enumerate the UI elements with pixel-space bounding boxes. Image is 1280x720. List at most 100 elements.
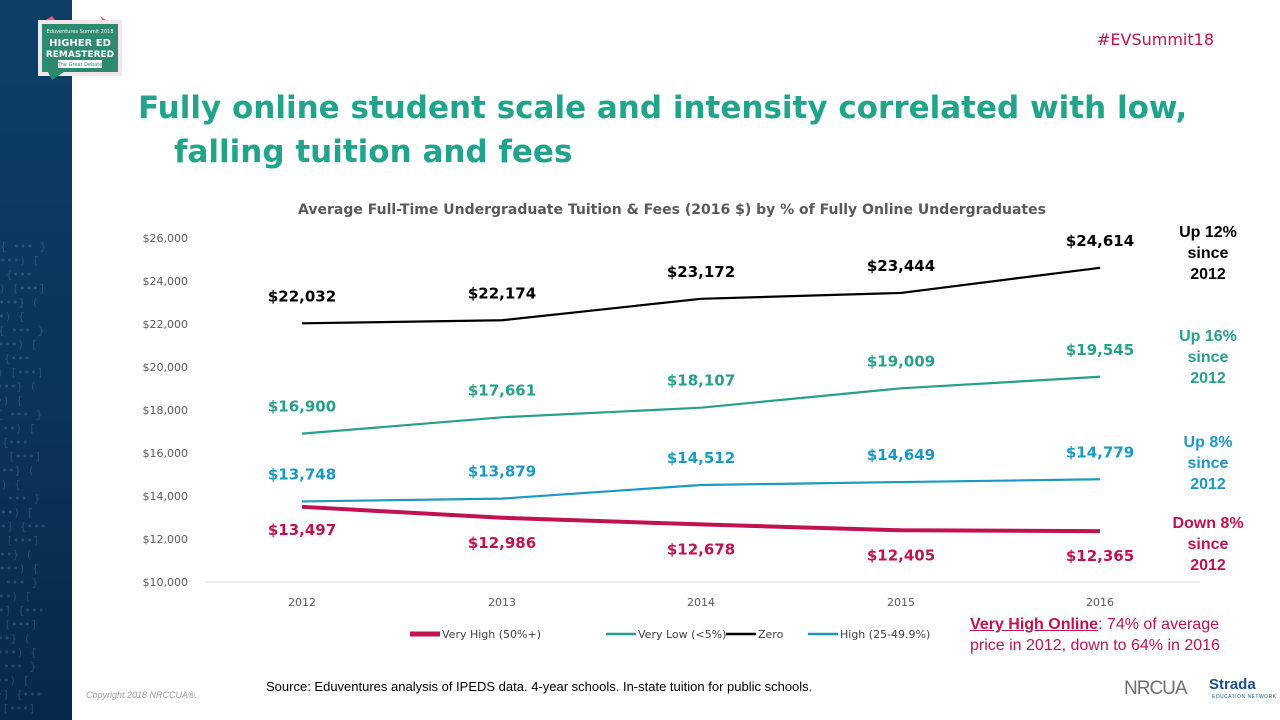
strada-logo: Strada: [1209, 676, 1256, 693]
x-tick-label: 2013: [488, 596, 516, 609]
sidebar-pattern-row: •] {•••: [0, 604, 45, 617]
data-label: $12,365: [1066, 547, 1134, 565]
sidebar-pattern-row: ) [•••]: [0, 534, 40, 547]
summit-logo: Eduventures Summit 2018 HIGHER ED REMAST…: [38, 16, 122, 80]
series-line: [301, 375, 1101, 435]
chart-data-labels: $13,497 $12,986 $12,678 $12,405 $12,365 $16,9…: [268, 232, 1134, 565]
legend-label: Zero: [758, 628, 784, 641]
change-annotation: Down 8% since 2012: [1172, 515, 1244, 574]
chart-title: Average Full-Time Undergraduate Tuition …: [298, 202, 1046, 218]
sidebar-pattern-row: ) [•••]: [0, 366, 44, 379]
sidebar-pattern-row: { ••• }: [0, 492, 41, 505]
callout-bold: Very High Online: [970, 616, 1099, 633]
chart-series: [301, 266, 1101, 534]
sidebar-pattern-row: •••) {: [0, 646, 37, 659]
x-tick-label: 2015: [887, 596, 915, 609]
sidebar-pattern-row: ) [•••]: [0, 450, 42, 463]
sidebar-pattern-row: { ••• }: [0, 576, 39, 589]
y-tick-label: $18,000: [143, 404, 189, 417]
sidebar-pattern-row: (•••) [: [0, 674, 30, 687]
data-label: $13,879: [468, 463, 536, 481]
y-tick-label: $16,000: [143, 447, 189, 460]
data-label: $18,107: [667, 372, 735, 390]
sidebar-pattern-row: (•••) [: [0, 338, 38, 351]
x-tick-label: 2012: [288, 596, 316, 609]
callout-text: Very High Online: 74% of average price i…: [970, 614, 1270, 656]
legend-label: High (25-49.9%): [840, 628, 930, 641]
sidebar-pattern-row: •••) {: [0, 310, 25, 323]
sidebar-pattern-row: ) [•••]: [0, 702, 36, 715]
series-line: [301, 266, 1101, 325]
sidebar-pattern-row: (•••) [: [0, 590, 32, 603]
sidebar-pattern-row: {•••} (: [0, 632, 31, 645]
sidebar-pattern-row: {•••} (: [0, 296, 39, 309]
data-label: $16,900: [268, 398, 336, 416]
logo-line3: REMASTERED: [46, 50, 114, 60]
sidebar-pattern-row: {•••} (: [0, 380, 37, 393]
sidebar-pattern-row: { ••• }: [0, 324, 45, 337]
y-tick-label: $14,000: [143, 490, 189, 503]
y-tick-label: $10,000: [143, 576, 189, 589]
chart-axes: $10,000 $12,000 $14,000 $16,000 $18,000 $20,0…: [143, 232, 1200, 609]
logo-line2: HIGHER ED: [49, 38, 111, 49]
sidebar-pattern-row: •] {•••: [0, 268, 33, 281]
sidebar-pattern-row: •] {•••: [0, 436, 29, 449]
nrccua-logo: NRCUA: [1124, 678, 1188, 699]
data-label: $22,032: [268, 287, 336, 305]
legend-label: Very Low (<5%): [638, 628, 726, 641]
y-tick-label: $22,000: [143, 318, 189, 331]
sidebar-pattern-row: { ••• }: [0, 660, 37, 673]
data-label: $12,405: [867, 546, 935, 564]
sidebar-pattern-row: { ••• }: [0, 240, 47, 253]
data-label: $23,444: [867, 257, 935, 275]
sidebar-pattern-row: {•••} (: [0, 548, 33, 561]
y-tick-label: $26,000: [143, 232, 189, 245]
series-line: [301, 504, 1101, 534]
y-tick-label: $24,000: [143, 275, 189, 288]
sidebar-pattern-row: •] {•••: [0, 352, 31, 365]
logo-line1: Eduventures Summit 2018: [47, 29, 114, 35]
data-label: $13,497: [268, 521, 336, 539]
callout-rest: : 74% of average: [1098, 616, 1219, 633]
data-label: $24,614: [1066, 232, 1134, 250]
data-label: $13,748: [268, 465, 336, 483]
data-label: $12,678: [667, 540, 735, 558]
change-annotation: Up 8% since 2012: [1183, 434, 1233, 493]
data-label: $12,986: [468, 534, 536, 552]
change-annotation: Up 16% since 2012: [1179, 328, 1237, 387]
data-label: $14,649: [867, 446, 935, 464]
sidebar-pattern: { ••• }(•••) [•] {•••) [•••]{•••} (•••) …: [0, 0, 72, 720]
sidebar-pattern-row: •••) {: [0, 394, 23, 407]
sidebar-pattern-row: (•••) [: [0, 506, 34, 519]
slide-title-line1: Fully online student scale and intensity…: [138, 90, 1188, 126]
strada-logo-subtitle: EDUCATION NETWORK: [1212, 694, 1277, 700]
legend-label: Very High (50%+): [442, 628, 541, 641]
slide-title-line2: falling tuition and fees: [174, 134, 573, 170]
chart-legend: Very High (50%+) Very Low (<5%) Zero High (…: [410, 628, 930, 641]
sidebar-pattern-row: •] {•••: [0, 520, 47, 533]
logo-line4: The Great Debate: [57, 62, 103, 68]
sidebar-pattern-row: (•••) [: [0, 422, 36, 435]
sidebar-pattern-row: •] {•••: [0, 688, 43, 701]
callout-line2: price in 2012, down to 64% in 2016: [970, 637, 1220, 654]
data-label: $17,661: [468, 381, 536, 399]
sidebar-pattern-row: (•••) [: [0, 254, 40, 267]
event-hashtag: #EVSummit18: [1096, 30, 1214, 49]
data-label: $23,172: [667, 263, 735, 281]
sidebar-pattern-row: { ••• }: [0, 408, 43, 421]
slide-title: Fully online student scale and intensity…: [138, 86, 1238, 174]
data-label: $22,174: [468, 284, 536, 302]
x-tick-label: 2016: [1086, 596, 1114, 609]
source-note: Source: Eduventures analysis of IPEDS da…: [266, 679, 813, 694]
sidebar-pattern-row: •••) {: [0, 478, 21, 491]
data-label: $19,545: [1066, 341, 1134, 359]
change-annotation: Up 12% since 2012: [1179, 224, 1237, 283]
y-tick-label: $20,000: [143, 361, 189, 374]
sidebar-pattern-row: {•••} (: [0, 464, 35, 477]
series-line: [301, 478, 1101, 503]
sidebar-pattern-row: •••) {: [0, 562, 39, 575]
copyright-text: Copyright 2018 NRCCUA®.: [86, 690, 198, 700]
sidebar-pattern-row: ) [•••]: [0, 282, 46, 295]
data-label: $19,009: [867, 352, 935, 370]
